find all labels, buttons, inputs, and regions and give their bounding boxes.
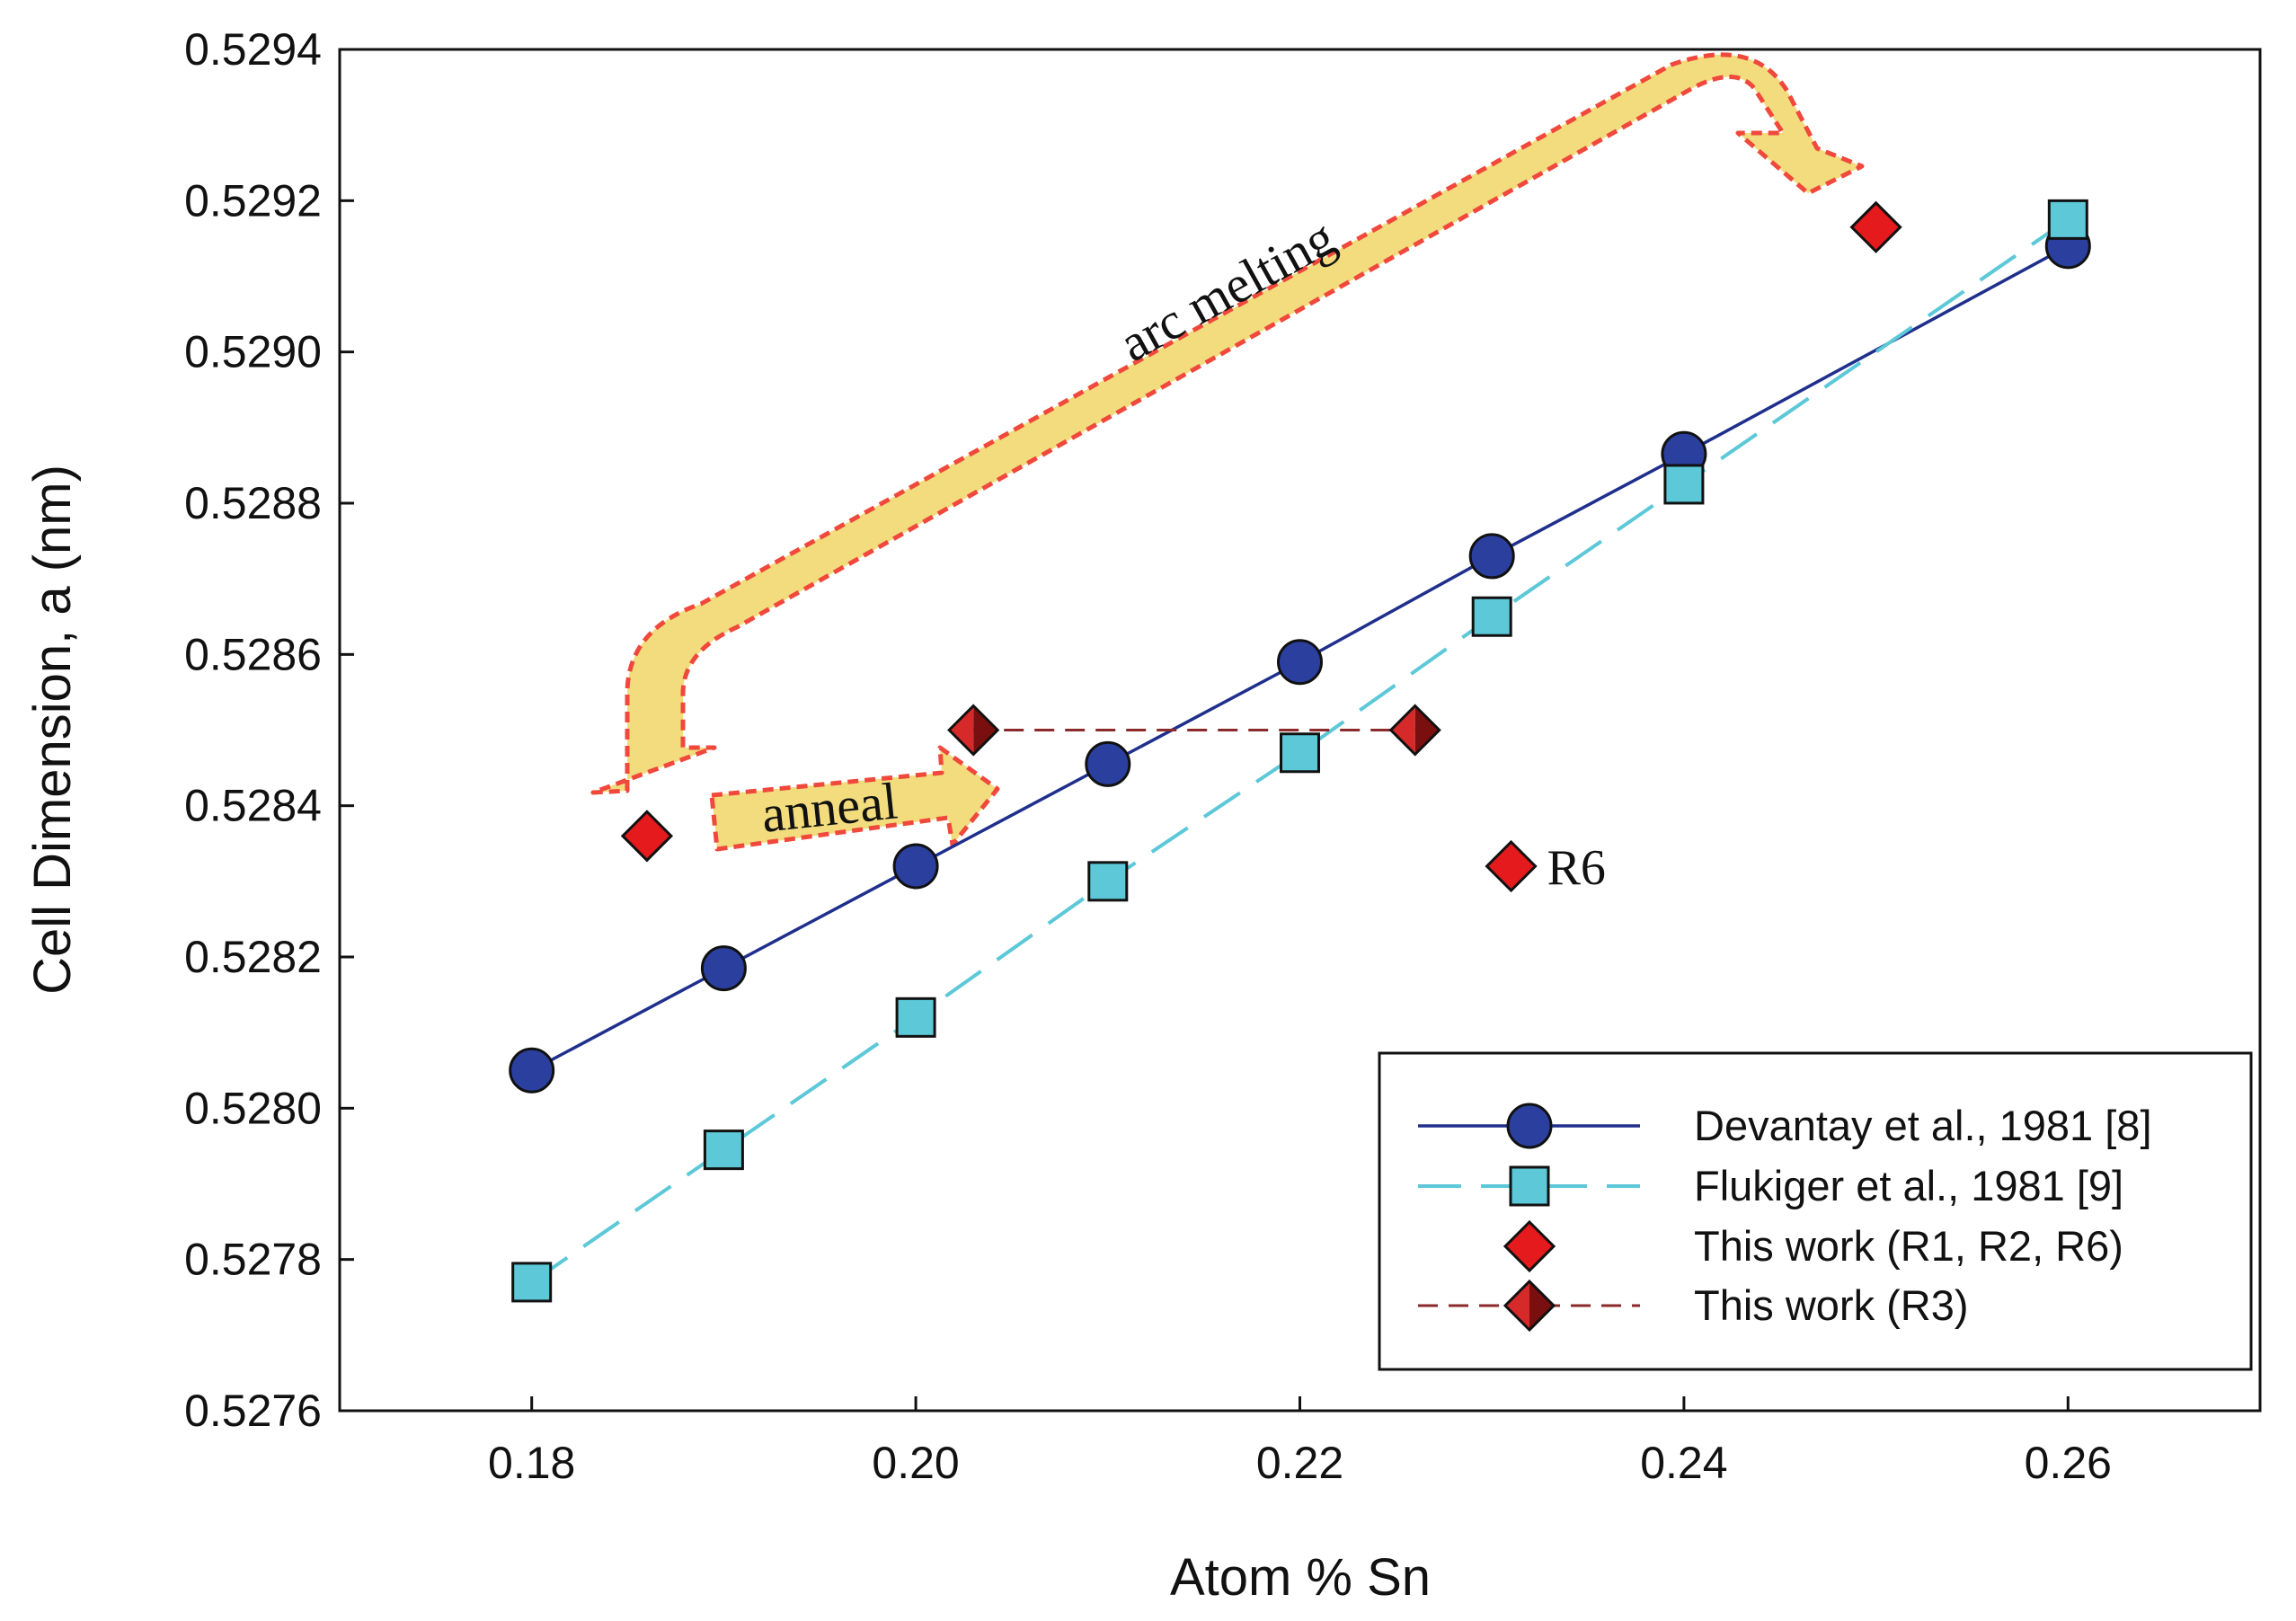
series-line <box>530 217 2070 1284</box>
data-point-left <box>1390 705 1415 755</box>
data-point <box>892 843 939 890</box>
data-point-outline <box>947 704 1000 757</box>
data-point <box>2047 199 2088 240</box>
legend-marker-left <box>1505 1281 1529 1330</box>
y-tick-label: 0.5294 <box>184 24 322 75</box>
x-tick-label: 0.26 <box>2025 1438 2112 1488</box>
x-axis: 0.18 0.20 0.22 0.24 0.26 <box>488 1396 2112 1488</box>
legend-marker-outline <box>1503 1279 1556 1333</box>
y-tick-label: 0.5288 <box>184 478 322 528</box>
legend-marker <box>1503 1219 1556 1273</box>
y-tick-label: 0.5276 <box>184 1386 322 1436</box>
data-point <box>1277 639 1323 686</box>
legend-label: This work (R3) <box>1694 1281 1969 1329</box>
data-point <box>703 1129 744 1171</box>
y-tick-label: 0.5286 <box>184 629 322 679</box>
data-point-left <box>949 705 974 755</box>
data-point <box>620 810 674 863</box>
legend-entry-4: This work (R3) <box>1418 1279 1969 1333</box>
anneal-arrow <box>709 745 1000 852</box>
data-point <box>1849 200 1902 253</box>
anneal-arrow-shape <box>709 745 1000 852</box>
data-point <box>1471 596 1512 637</box>
data-point <box>509 1047 555 1094</box>
data-point <box>511 1262 553 1303</box>
y-tick-label: 0.5280 <box>184 1083 322 1133</box>
x-tick-label: 0.18 <box>488 1438 575 1488</box>
r6-label: R6 <box>1547 840 1606 896</box>
data-point <box>947 704 1000 757</box>
y-tick-label: 0.5282 <box>184 932 322 982</box>
series-layer <box>509 199 2091 1303</box>
arc-melting-arrow-shape <box>590 52 1865 795</box>
legend: Devantay et al., 1981 [8] Flukiger et al.… <box>1378 1051 2253 1371</box>
legend-entry-1: Devantay et al., 1981 [8] <box>1418 1102 2152 1149</box>
legend-label: Devantay et al., 1981 [8] <box>1694 1102 2152 1149</box>
data-point <box>1085 740 1131 787</box>
data-point-right <box>1414 705 1440 755</box>
y-tick-label: 0.5292 <box>184 175 322 226</box>
data-point <box>1388 704 1441 757</box>
y-axis: 0.5276 0.5278 0.5280 0.5282 0.5284 0.5286 0.52… <box>184 24 354 1436</box>
y-tick-label: 0.5284 <box>184 781 322 831</box>
y-axis-title: Cell Dimension, a (nm) <box>23 465 82 995</box>
legend-marker <box>1509 1165 1550 1207</box>
x-axis-title: Atom % Sn <box>1170 1548 1431 1607</box>
legend-entry-2: Flukiger et al., 1981 [9] <box>1418 1162 2123 1209</box>
legend-marker-right <box>1529 1281 1554 1330</box>
data-point-outline <box>1388 704 1441 757</box>
legend-marker <box>1503 1279 1556 1333</box>
legend-marker <box>1506 1103 1553 1149</box>
x-tick-label: 0.22 <box>1256 1438 1343 1488</box>
data-point <box>1087 861 1129 902</box>
data-point-right <box>973 705 998 755</box>
y-tick-label: 0.5278 <box>184 1235 322 1285</box>
x-tick-label: 0.20 <box>872 1438 959 1488</box>
data-point <box>1468 533 1515 580</box>
data-point <box>1485 839 1538 893</box>
data-point <box>895 997 936 1038</box>
data-point <box>1663 464 1705 505</box>
series-3 <box>620 200 1902 893</box>
series-4 <box>947 704 1441 757</box>
series-2 <box>511 199 2088 1303</box>
series-line <box>530 244 2070 1072</box>
y-tick-label: 0.5290 <box>184 327 322 377</box>
data-point <box>700 945 747 992</box>
legend-entry-3: This work (R1, R2, R6) <box>1503 1219 2123 1273</box>
legend-label: Flukiger et al., 1981 [9] <box>1694 1162 2123 1209</box>
x-tick-label: 0.24 <box>1640 1438 1727 1488</box>
anneal-label: anneal <box>758 771 900 843</box>
legend-label: This work (R1, R2, R6) <box>1694 1222 2123 1270</box>
data-point <box>1280 732 1320 774</box>
arc-melting-arrow <box>590 52 1865 795</box>
